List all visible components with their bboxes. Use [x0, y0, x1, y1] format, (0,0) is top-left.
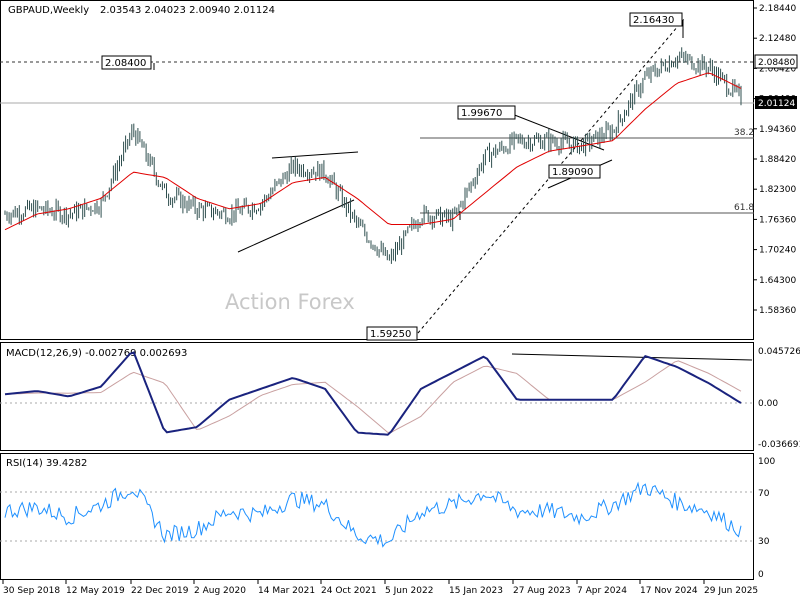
date-tick-label: 7 Apr 2024: [577, 586, 627, 596]
svg-text:2.08400: 2.08400: [105, 58, 146, 69]
svg-text:100: 100: [758, 457, 775, 467]
rsi-label: RSI(14) 39.4282: [6, 458, 87, 469]
macd-panel: [0, 342, 754, 451]
annotation-low-2023: 1.89090: [548, 164, 601, 179]
date-tick-label: 5 Jun 2022: [385, 586, 433, 596]
watermark: Action Forex: [225, 290, 355, 314]
svg-text:2.01124: 2.01124: [758, 99, 795, 109]
price-axis: 2.184402.124802.064202.004001.943601.884…: [753, 4, 796, 316]
date-tick-label: 27 Aug 2023: [513, 586, 571, 596]
rsi-line: [4, 481, 742, 548]
annotation-low-2022: 1.59250: [366, 326, 418, 341]
price-tick-label: 1.58360: [759, 306, 796, 316]
rsi-panel: [0, 453, 754, 580]
svg-text:1.89090: 1.89090: [552, 167, 593, 178]
date-tick-label: 15 Jan 2023: [449, 586, 503, 596]
macd-signal-line: [4, 360, 742, 433]
price-tag-resistance: 2.08480: [754, 54, 798, 69]
svg-text:1.59250: 1.59250: [370, 329, 411, 340]
date-tick-label: 22 Dec 2019: [131, 586, 189, 596]
triangle-upper-line-2023: [511, 113, 605, 151]
price-tick-label: 1.64300: [759, 276, 796, 286]
price-tick-label: 1.88420: [759, 155, 796, 165]
date-tick-label: 2 Aug 2020: [194, 586, 246, 596]
date-tick-label: 17 Nov 2024: [640, 586, 698, 596]
triangle-lower-line-2021: [237, 199, 355, 253]
svg-text:0: 0: [758, 570, 764, 580]
moving-average-line: [4, 72, 742, 231]
svg-text:0.045726: 0.045726: [758, 347, 800, 357]
triangle-upper-line-2021: [271, 151, 359, 159]
fib-38-label: 38.2: [734, 128, 754, 138]
macd-divergence-line: [511, 353, 753, 361]
price-tick-label: 2.12480: [759, 34, 796, 44]
date-axis: 30 Sep 2018 12 May 2019 22 Dec 2019 2 Aug 2…: [2, 580, 758, 596]
price-tick-label: 1.94360: [759, 125, 796, 135]
price-tick-label: 1.70240: [759, 246, 796, 256]
price-tick-label: 2.06420: [759, 64, 796, 74]
annotation-high-2023: 1.99670: [457, 105, 516, 120]
macd-axis: 0.045726 0.00 -0.036691: [758, 347, 800, 450]
svg-text:30: 30: [758, 537, 770, 547]
candles-group: [4, 47, 742, 264]
date-tick-label: 29 Jun 2025: [704, 586, 758, 596]
svg-text:2.08480: 2.08480: [758, 58, 795, 68]
macd-main-line: [4, 351, 742, 436]
price-tick-label: 1.76360: [759, 215, 796, 225]
date-tick-label: 12 May 2019: [66, 586, 125, 596]
fib-61-label: 61.8: [734, 203, 754, 213]
svg-text:-0.036691: -0.036691: [758, 440, 800, 450]
symbol-label: GBPAUD,Weekly: [8, 5, 89, 16]
annotation-high-2025: 2.16430: [629, 12, 683, 27]
date-tick-label: 14 Mar 2021: [258, 586, 315, 596]
price-tick-label: 1.82300: [759, 185, 796, 195]
date-tick-label: 24 Oct 2021: [321, 586, 377, 596]
rsi-axis: 100 70 30 0: [758, 457, 775, 580]
svg-text:1.99670: 1.99670: [461, 108, 502, 119]
svg-text:2.16430: 2.16430: [633, 15, 674, 26]
annotation-high-2019: 2.08400: [101, 55, 152, 70]
price-tick-label: 2.18440: [759, 4, 796, 14]
price-tag-current: 2.01124: [755, 96, 797, 109]
macd-label: MACD(12,26,9) -0.002769 0.002693: [6, 348, 187, 359]
date-tick-label: 30 Sep 2018: [3, 586, 60, 596]
svg-text:70: 70: [758, 489, 770, 499]
svg-text:0.00: 0.00: [758, 399, 778, 409]
ohlc-label: 2.03543 2.04023 2.00940 2.01124: [100, 5, 275, 16]
